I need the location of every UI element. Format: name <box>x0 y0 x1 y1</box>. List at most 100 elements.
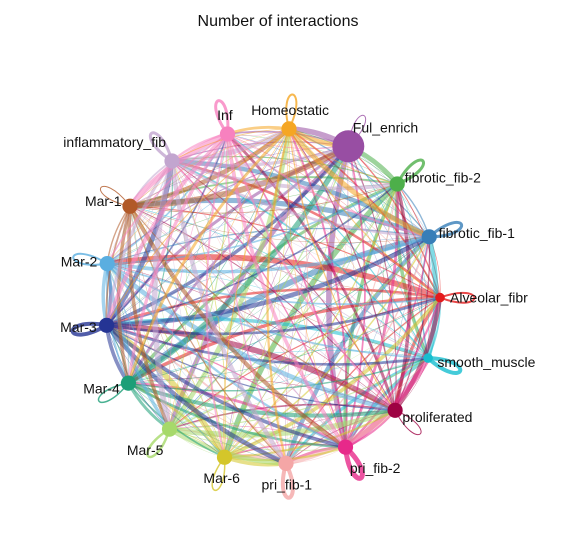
node-label-mar-5: Mar-5 <box>127 442 164 458</box>
node-label-inflammatory-fib: inflammatory_fib <box>63 134 166 150</box>
node-label-homeostatic: Homeostatic <box>251 102 329 118</box>
edge-fibrotic-fib-2-to-proliferated <box>382 183 398 411</box>
edge-proliferated-to-inflammatory-fib <box>171 160 396 411</box>
node-alveolar-fibr <box>435 292 445 303</box>
self-loop-mar-2 <box>72 252 108 266</box>
edge-inf-to-pri-fib-1 <box>225 133 287 464</box>
node-label-mar-1: Mar-1 <box>85 193 122 209</box>
edge-inf-to-alveolar-fibr <box>227 133 441 298</box>
edge-mar-2-to-pri-fib-1 <box>107 263 287 464</box>
edge-homeostatic-to-mar-5 <box>169 128 290 430</box>
edge-homeostatic-to-smooth-muscle <box>288 128 429 359</box>
edge-fibrotic-fib-1-to-pri-fib-2 <box>345 236 430 448</box>
edge-homeostatic-to-mar-3 <box>106 128 290 326</box>
edge-proliferated-to-ful-enrich <box>347 146 397 411</box>
node-homeostatic <box>281 121 297 137</box>
node-layer <box>99 121 445 471</box>
edge-mar-1-to-pri-fib-2 <box>128 205 347 449</box>
node-mar-5 <box>161 421 178 437</box>
edge-pri-fib-2-to-mar-4 <box>128 381 347 449</box>
edge-mar-1-to-alveolar-fibr <box>129 206 441 298</box>
node-proliferated <box>387 402 403 418</box>
label-layer: Ful_enrich fibrotic_fib-2 fibrotic_fib-1 Al… <box>60 102 536 492</box>
edge-mar-5-to-proliferated <box>169 407 396 438</box>
edge-homeostatic-to-alveolar-fibr <box>288 128 441 299</box>
node-ful-enrich <box>332 130 365 163</box>
self-loop-smooth-muscle <box>426 356 463 375</box>
self-loop-mar-3 <box>70 321 108 337</box>
edge-homeostatic-to-mar-2 <box>107 128 290 264</box>
edge-pri-fib-2-to-alveolar-fibr <box>344 297 442 448</box>
edge-mar-4-to-ful-enrich <box>126 144 351 386</box>
edge-proliferated-to-fibrotic-fib-2 <box>393 183 412 411</box>
node-mar-3 <box>99 317 115 333</box>
edge-mar-3-to-pri-fib-1 <box>104 323 287 466</box>
edge-mar-4-to-pri-fib-2 <box>127 381 346 449</box>
edge-mar-2-to-alveolar-fibr <box>106 262 441 306</box>
edge-smooth-muscle-to-mar-1 <box>129 205 429 359</box>
edge-inflammatory-fib-to-pri-fib-1 <box>169 160 288 465</box>
edge-mar-1-to-mar-6 <box>129 206 225 458</box>
node-label-fibrotic-fib-1: fibrotic_fib-1 <box>439 225 515 241</box>
node-label-mar-2: Mar-2 <box>61 254 98 270</box>
edge-fibrotic-fib-2-to-mar-6 <box>221 182 400 459</box>
node-label-pri-fib-1: pri_fib-1 <box>262 476 313 492</box>
edge-mar-6-to-alveolar-fibr <box>223 296 442 459</box>
edge-homeostatic-to-fibrotic-fib-2 <box>288 128 398 185</box>
edge-inf-to-proliferated <box>226 133 396 412</box>
edge-mar-2-to-fibrotic-fib-2 <box>107 183 398 265</box>
edge-homeostatic-to-mar-1 <box>129 128 290 207</box>
edge-alveolar-fibr-to-pri-fib-1 <box>285 297 441 464</box>
node-label-mar-4: Mar-4 <box>83 380 120 396</box>
edge-ful-enrich-to-mar-1 <box>129 146 349 207</box>
edge-inflammatory-fib-to-smooth-muscle <box>171 160 429 359</box>
self-loop-fibrotic-fib-2 <box>395 158 425 186</box>
edge-mar-1-to-mar-5 <box>127 206 172 430</box>
edge-homeostatic-to-mar-4 <box>127 127 291 384</box>
edge-proliferated-to-mar-5 <box>169 403 396 430</box>
edge-inflammatory-fib-to-mar-4 <box>127 160 173 384</box>
self-loop-alveolar-fibr <box>439 292 476 304</box>
self-loop-inf <box>214 99 230 135</box>
node-fibrotic-fib-2 <box>389 176 405 192</box>
node-pri-fib-1 <box>278 455 294 471</box>
edge-mar-2-to-proliferated <box>105 261 396 413</box>
edge-layer <box>101 125 443 467</box>
edge-pri-fib-2-to-fibrotic-fib-1 <box>344 236 430 448</box>
edge-proliferated-to-mar-3 <box>106 322 397 413</box>
node-pri-fib-2 <box>337 439 354 455</box>
self-loop-pri-fib-1 <box>280 462 295 500</box>
node-smooth-muscle <box>423 353 433 363</box>
self-loop-mar-1 <box>100 186 131 207</box>
edge-mar-6-to-mar-2 <box>106 263 225 458</box>
edge-pri-fib-1-to-mar-3 <box>106 324 287 464</box>
edge-mar-4-to-mar-2 <box>107 263 130 384</box>
edge-inf-to-mar-4 <box>126 133 229 384</box>
edge-inf-to-smooth-muscle <box>227 133 429 359</box>
edge-pri-fib-1-to-alveolar-fibr <box>285 297 441 464</box>
edge-inflammatory-fib-to-mar-5 <box>151 160 175 430</box>
self-loop-inflammatory-fib <box>148 131 174 163</box>
edge-mar-2-to-homeostatic <box>107 128 290 264</box>
edge-inf-to-mar-2 <box>106 133 228 264</box>
edge-homeostatic-to-pri-fib-1 <box>266 128 291 464</box>
node-fibrotic-fib-1 <box>421 229 437 245</box>
edge-mar-2-to-fibrotic-fib-1 <box>106 235 430 274</box>
self-loop-fibrotic-fib-1 <box>428 220 463 239</box>
edge-inf-to-mar-5 <box>168 133 228 430</box>
self-loop-mar-6 <box>211 456 226 492</box>
edge-smooth-muscle-to-ful-enrich <box>348 146 429 359</box>
node-mar-4 <box>120 375 136 391</box>
edge-mar-5-to-mar-1 <box>129 206 171 430</box>
edge-mar-1-to-fibrotic-fib-1 <box>129 205 430 243</box>
edge-inflammatory-fib-to-alveolar-fibr <box>171 160 441 298</box>
node-label-ful-enrich: Ful_enrich <box>353 119 418 135</box>
edge-homeostatic-to-mar-6 <box>223 128 290 458</box>
node-label-mar-6: Mar-6 <box>203 470 240 486</box>
node-label-alveolar-fibr: Alveolar_fibr <box>450 290 528 306</box>
self-loop-homeostatic <box>285 93 298 130</box>
edge-homeostatic-to-proliferated <box>288 128 396 411</box>
self-loop-mar-4 <box>97 382 129 404</box>
edge-inf-to-fibrotic-fib-2 <box>227 133 398 185</box>
